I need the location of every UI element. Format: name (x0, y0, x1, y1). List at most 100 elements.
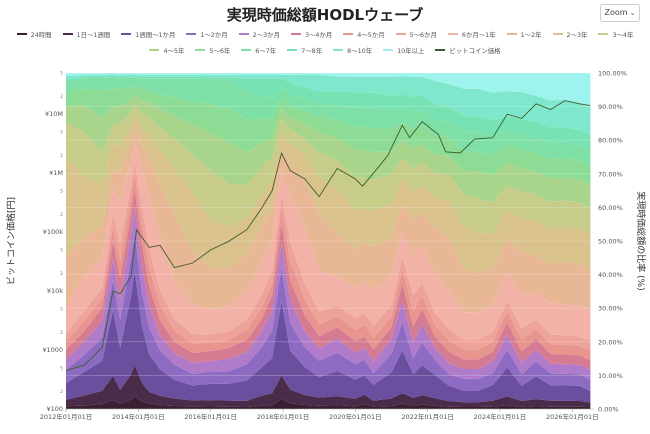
band-6 (66, 189, 591, 370)
band-9 (66, 142, 591, 342)
y-left-tick-label: ¥1M (49, 169, 63, 177)
y-right-tick-label: 50.00% (598, 238, 623, 246)
band-17 (66, 74, 591, 135)
y-right-tick-label: 20.00% (598, 338, 623, 346)
legend-label: 3〜4年 (612, 30, 634, 39)
legend-label: ビットコイン価格 (449, 46, 501, 55)
y-right-tick-label: 90.00% (598, 103, 623, 111)
y-right-tick-label: 70.00% (598, 170, 623, 178)
y-right-tick-label: 30.00% (598, 305, 623, 313)
y-left-minor-label: 5 (60, 188, 63, 194)
y-left-minor-label: 2 (60, 389, 63, 395)
band-12 (66, 104, 591, 234)
legend-swatch (62, 33, 73, 35)
legend-item[interactable]: 8〜10年 (333, 46, 372, 55)
legend-label: 2〜3年 (566, 30, 588, 39)
y-left-tick-label: ¥1000 (42, 346, 63, 354)
y-right-tick-label: 80.00% (598, 137, 623, 145)
chart-title: 実現時価総額HODLウェーブ (226, 6, 424, 24)
band-7 (66, 173, 591, 361)
band-2 (66, 365, 591, 408)
legend-item[interactable]: 2〜3か月 (238, 30, 280, 39)
band-14 (66, 85, 591, 185)
y-left-minor-label: 5 (60, 129, 63, 135)
legend-item[interactable]: 6か月〜1年 (447, 30, 496, 39)
band-15 (66, 77, 591, 165)
legend-item[interactable]: 1〜2年 (506, 30, 542, 39)
band-layer (66, 73, 591, 409)
x-tick-label: 2018年01月01日 (257, 412, 310, 421)
legend-item[interactable]: 5〜6か月 (395, 30, 437, 39)
legend-item[interactable]: 6〜7年 (241, 46, 276, 55)
legend-label: 2〜3か月 (252, 30, 280, 39)
legend-label: 10年以上 (397, 46, 425, 55)
legend-label: 1〜2年 (520, 30, 542, 39)
legend-swatch (16, 33, 27, 35)
legend-swatch (121, 33, 132, 35)
zoom-button[interactable]: Zoom ⌄ (600, 4, 640, 22)
legend-item[interactable]: 1〜2か月 (186, 30, 228, 39)
legend-label: 24時間 (30, 30, 52, 39)
y-left-tick-label: ¥100 (46, 405, 63, 413)
legend-swatch (186, 33, 197, 35)
y-left-minor-label: 2 (60, 94, 63, 100)
legend-swatch (241, 49, 252, 51)
legend: 24時間 1日〜1週間 1週間〜1か月 1〜2か月 2〜3か月 3〜4か月 4〜5か月 5〜6… (16, 26, 633, 58)
y-right-tick-label: 60.00% (598, 204, 623, 212)
price-line (66, 100, 591, 371)
legend-swatch (598, 33, 609, 35)
legend-item[interactable]: 1日〜1週間 (62, 30, 110, 39)
y-left-minor-label: 5 (60, 247, 63, 253)
y-left-minor-label: 2 (60, 212, 63, 218)
legend-label: 3〜4か月 (304, 30, 333, 39)
chevron-down-icon: ⌄ (629, 9, 636, 17)
price-layer (66, 100, 591, 371)
legend-swatch (506, 33, 517, 35)
legend-item[interactable]: 4〜5か月 (343, 30, 385, 39)
legend-swatch (149, 49, 160, 51)
y-right-tick-label: 0.00% (598, 406, 619, 414)
legend-row: 24時間 1日〜1週間 1週間〜1か月 1〜2か月 2〜3か月 3〜4か月 4〜5か月 5〜6… (16, 26, 633, 42)
legend-item[interactable]: 3〜4年 (598, 30, 633, 39)
legend-row: 4〜5年 5〜6年 6〜7年 7〜8年 8〜10年 10年以上 ビットコイン価格 (20, 42, 630, 58)
legend-label: 5〜6か月 (409, 30, 437, 39)
x-tick-label: 2026年01月01日 (546, 412, 599, 421)
y-left-minor-label: 5 (60, 365, 63, 371)
x-tick-label: 2014年01月01日 (112, 412, 165, 421)
legend-item[interactable]: 10年以上 (383, 46, 424, 55)
legend-item[interactable]: ビットコイン価格 (435, 46, 501, 55)
legend-item[interactable]: 1週間〜1か月 (121, 30, 175, 39)
x-tick-label: 2024年01月01日 (474, 412, 527, 421)
legend-item[interactable]: 5〜6年 (195, 46, 230, 55)
y-left-tick-label: ¥10k (47, 287, 63, 295)
legend-swatch (552, 33, 563, 35)
legend-swatch (238, 33, 249, 35)
y-left-tick-label: ¥100k (43, 228, 64, 236)
legend-item[interactable]: 2〜3年 (552, 30, 588, 39)
y-left-axis-label: ビットコイン価格[円] (5, 197, 17, 285)
legend-swatch (290, 33, 301, 35)
y-right-tick-label: 10.00% (598, 372, 623, 380)
legend-label: 4〜5年 (163, 46, 185, 55)
legend-label: 1週間〜1か月 (135, 30, 176, 39)
legend-item[interactable]: 4〜5年 (149, 46, 184, 55)
legend-swatch (343, 33, 354, 35)
y-right-tick-label: 40.00% (598, 271, 623, 279)
legend-label: 7〜8年 (301, 46, 323, 55)
legend-item[interactable]: 3〜4か月 (290, 30, 333, 39)
legend-swatch (287, 49, 298, 51)
x-tick-label: 2016年01月01日 (184, 412, 237, 421)
y-left-minor-label: 2 (60, 271, 63, 277)
band-8 (66, 160, 591, 351)
y-left-minor-label: 5 (60, 306, 63, 312)
band-4 (66, 233, 591, 391)
legend-swatch (333, 49, 344, 51)
legend-item[interactable]: 7〜8年 (287, 46, 322, 55)
band-10 (66, 126, 591, 313)
legend-item[interactable]: 24時間 (16, 30, 52, 39)
band-3 (66, 270, 591, 403)
y-left-tick-label: ¥10M (45, 110, 63, 118)
x-tick-label: 2022年01月01日 (401, 412, 454, 421)
legend-label: 5〜6年 (209, 46, 231, 55)
